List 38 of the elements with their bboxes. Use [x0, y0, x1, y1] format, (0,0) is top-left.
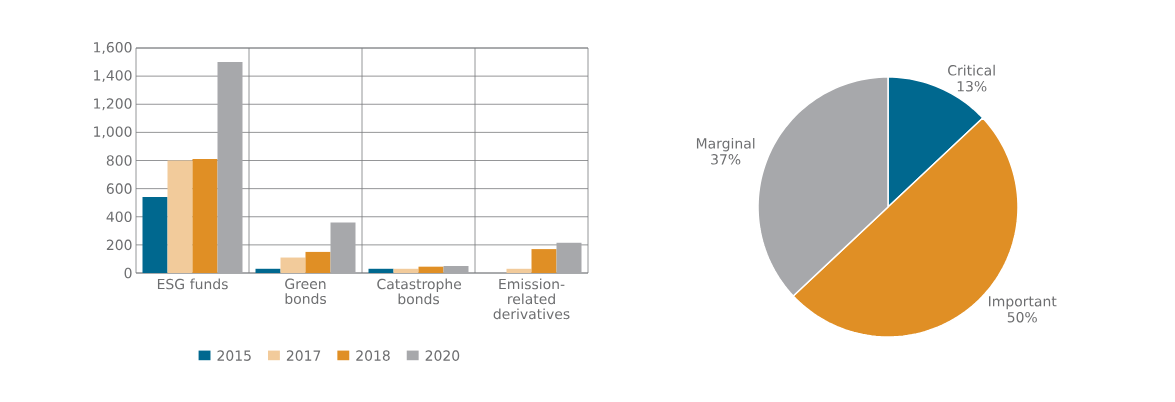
y-tick-label: 800	[106, 155, 132, 166]
bar	[506, 268, 532, 273]
y-tick-label: 200	[106, 239, 132, 251]
y-tick-label: 400	[106, 211, 132, 223]
y-tick-label: 1,600	[94, 42, 132, 54]
y-tick-label: 0	[124, 267, 132, 279]
bar	[217, 62, 243, 273]
x-tick-label: Emission-related derivatives	[493, 278, 570, 320]
y-tick-label: 600	[106, 183, 132, 194]
bar	[368, 268, 394, 273]
x-tick-label: ESG funds	[157, 278, 228, 290]
slice-label: Important	[989, 296, 1057, 310]
data-label: 50%	[1007, 311, 1037, 323]
slice-label: Marginal	[696, 137, 755, 152]
bar	[142, 197, 168, 273]
bar	[280, 257, 306, 273]
bar	[167, 160, 193, 273]
bar	[192, 159, 218, 273]
data-label: 13%	[957, 80, 987, 92]
bar	[393, 268, 419, 273]
legend-label: 2015	[217, 350, 251, 361]
bar	[531, 249, 557, 273]
bar	[443, 265, 469, 273]
legend-label: 2018	[356, 350, 390, 361]
slice-label: Critical	[948, 64, 995, 76]
bar	[255, 268, 281, 273]
y-tick-label: 1,000	[94, 126, 132, 139]
y-tick-label: 1,400	[94, 70, 132, 83]
data-label: 37%	[711, 154, 741, 165]
bar	[556, 242, 582, 273]
bar	[418, 266, 444, 273]
bar	[330, 222, 356, 273]
legend-label: 2017	[286, 350, 321, 361]
y-tick-label: 1,200	[94, 98, 132, 111]
x-tick-label: Catastrophe bonds	[377, 278, 462, 305]
bar	[305, 251, 331, 273]
x-tick-label: Green bonds	[285, 278, 327, 305]
legend-label: 2020	[425, 350, 460, 361]
